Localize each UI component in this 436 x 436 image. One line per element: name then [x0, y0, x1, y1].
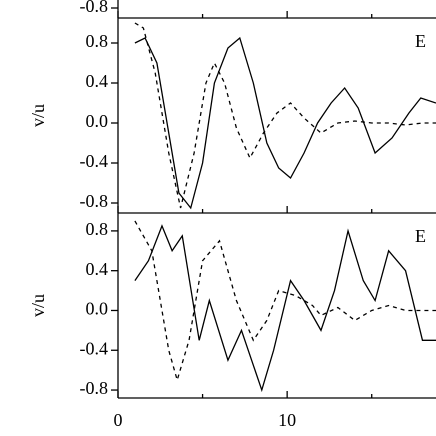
y-tick-label: 0.0 — [86, 299, 109, 319]
y-tick-label: 0.8 — [86, 219, 109, 239]
y-tick-label: -0.4 — [80, 338, 109, 358]
x-tick-label: 0 — [114, 410, 123, 430]
data-line — [134, 224, 436, 393]
y-tick-label: -0.8 — [80, 0, 109, 16]
y-tick-label: -0.4 — [80, 151, 109, 171]
annotation: E — [415, 226, 426, 246]
x-tick-label: 10 — [278, 410, 296, 430]
y-axis-label: v/u — [28, 104, 48, 127]
y-axis-label: v/u — [28, 294, 48, 317]
panel: -0.8 — [80, 0, 436, 19]
annotation: E — [415, 31, 426, 51]
y-tick-label: 0.4 — [86, 259, 109, 279]
y-tick-label: 0.4 — [86, 71, 109, 91]
data-line — [134, 220, 436, 383]
y-tick-label: 0.8 — [86, 31, 109, 51]
y-tick-label: -0.8 — [80, 378, 109, 398]
y-tick-label: -0.8 — [80, 191, 109, 211]
panel: 0.8 0.4 0.0 -0.4 -0.8 v/u E — [28, 18, 436, 214]
panel: 0.8 0.4 0.0 -0.4 -0.80 10 v/u E — [28, 213, 436, 430]
data-line — [134, 22, 436, 209]
y-tick-label: 0.0 — [86, 111, 109, 131]
data-line — [134, 36, 436, 210]
